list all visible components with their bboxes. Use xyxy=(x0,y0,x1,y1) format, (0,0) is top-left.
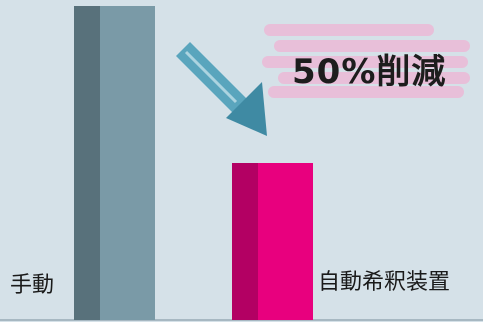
highlight-stroke xyxy=(264,24,434,36)
bar-auto-side xyxy=(232,163,258,320)
reduction-callout: 50%削減 xyxy=(258,18,478,106)
bar-manual-front xyxy=(100,6,155,320)
bar-auto xyxy=(232,163,313,320)
arrow-highlight xyxy=(184,50,238,104)
reduction-label: 50%削減 xyxy=(292,52,447,92)
bar-manual-side xyxy=(74,6,100,320)
category-label-auto: 自動希釈装置 xyxy=(318,270,451,295)
bar-manual xyxy=(74,6,155,320)
highlight-stroke xyxy=(262,56,468,68)
highlight-stroke xyxy=(274,40,470,52)
bars xyxy=(74,6,313,320)
bar-auto-front xyxy=(258,163,313,320)
down-arrow-icon xyxy=(176,42,267,136)
highlight-stroke xyxy=(278,72,470,84)
arrow-head xyxy=(226,82,267,136)
category-label-manual: 手動 xyxy=(10,273,55,298)
highlight-stroke xyxy=(268,86,464,98)
